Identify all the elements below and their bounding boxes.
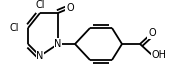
Text: Cl: Cl (35, 0, 45, 10)
Text: O: O (148, 28, 156, 38)
Text: N: N (54, 39, 62, 49)
Text: Cl: Cl (9, 23, 19, 33)
Text: OH: OH (152, 50, 167, 60)
Text: N: N (36, 51, 44, 61)
Text: O: O (66, 3, 74, 13)
